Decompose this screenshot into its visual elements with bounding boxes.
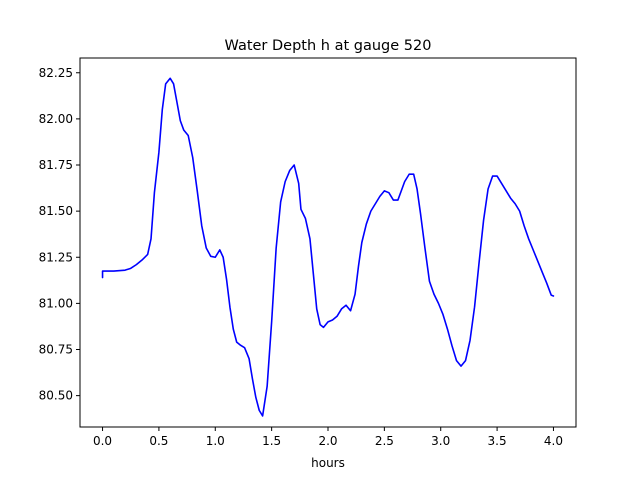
y-tick-label: 82.00 — [39, 112, 73, 126]
x-tick-label: 1.0 — [206, 434, 225, 448]
x-tick-label: 3.5 — [488, 434, 507, 448]
plot-area — [101, 77, 555, 417]
plot-frame — [79, 57, 577, 428]
y-axis: 80.50 80.75 81.00 81.25 81.50 81.75 82.00 82.25 — [39, 66, 80, 403]
x-tick-label: 1.5 — [262, 434, 281, 448]
x-axis-label: hours — [311, 456, 345, 470]
y-tick-label: 81.00 — [39, 296, 73, 310]
y-tick-label: 81.75 — [39, 158, 73, 172]
x-tick-label: 0.5 — [149, 434, 168, 448]
y-tick-label: 80.50 — [39, 389, 73, 403]
x-tick-label: 3.0 — [431, 434, 450, 448]
x-axis: 0.0 0.5 1.0 1.5 2.0 2.5 3.0 3.5 4.0 — [93, 427, 563, 448]
x-tick-label: 0.0 — [93, 434, 112, 448]
x-tick-label: 2.0 — [318, 434, 337, 448]
y-tick-label: 81.50 — [39, 204, 73, 218]
y-tick-label: 80.75 — [39, 343, 73, 357]
x-tick-label: 2.5 — [375, 434, 394, 448]
series-line-0 — [101, 77, 555, 417]
x-tick-label: 4.0 — [544, 434, 563, 448]
chart-title: Water Depth h at gauge 520 — [225, 38, 432, 54]
y-tick-label: 81.25 — [39, 250, 73, 264]
y-tick-label: 82.25 — [39, 66, 73, 80]
